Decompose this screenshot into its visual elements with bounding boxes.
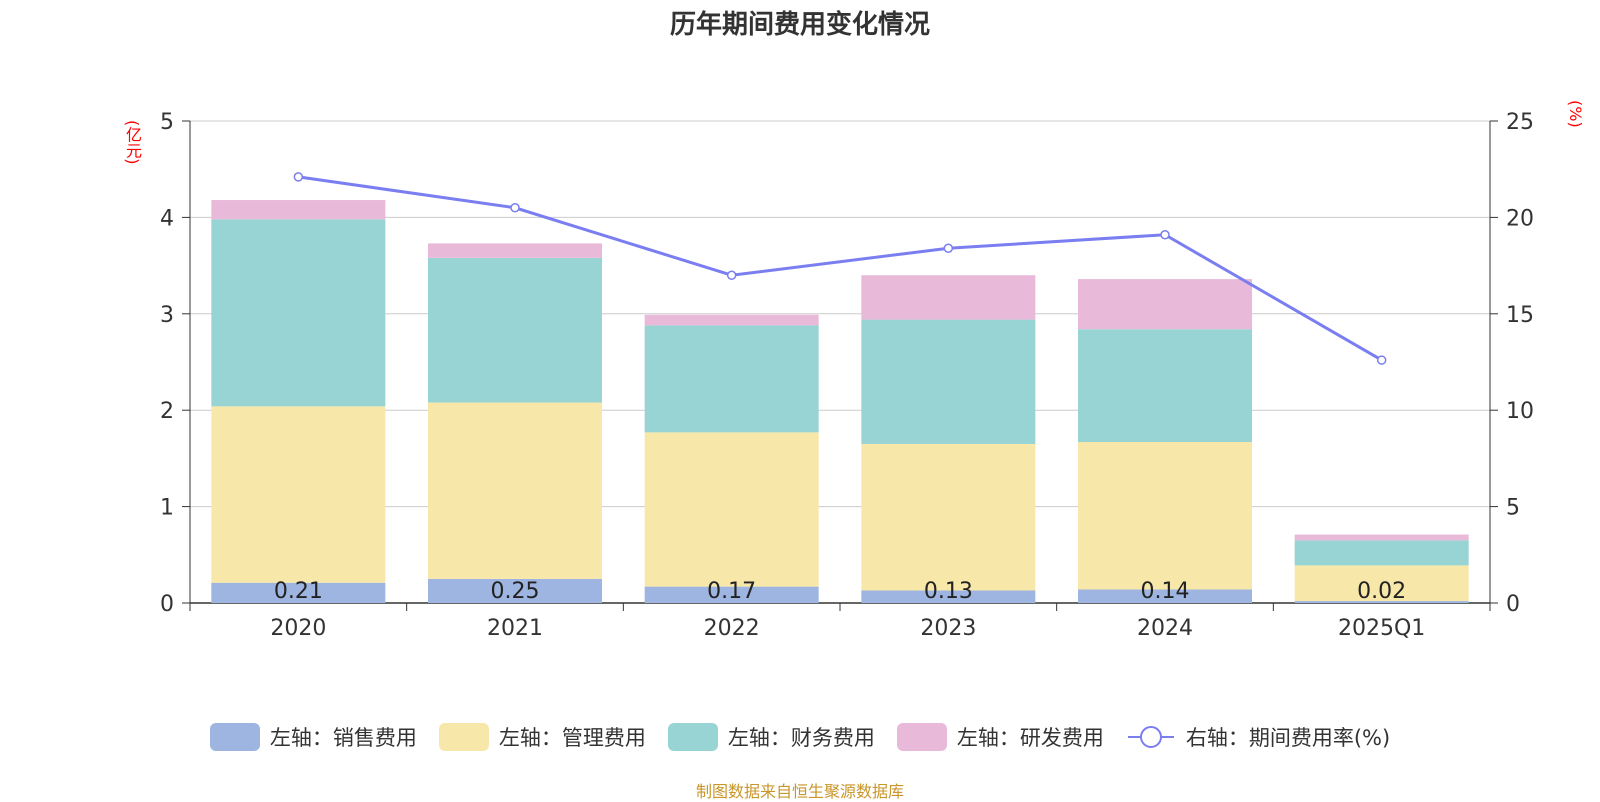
bar-segment — [861, 443, 1036, 591]
bar-segment — [1294, 534, 1469, 541]
legend-item-sales[interactable]: 左轴：销售费用 — [209, 722, 417, 752]
legend-item-admin[interactable]: 左轴：管理费用 — [438, 722, 646, 752]
legend-line-marker-icon — [1127, 726, 1174, 748]
bar-data-label: 0.25 — [491, 579, 540, 604]
legend-label-finance: 左轴：财务费用 — [727, 726, 875, 750]
bar-segment — [428, 578, 602, 603]
bar-segment — [211, 219, 386, 407]
bar-segment — [1078, 279, 1252, 330]
x-axis-tick-label: 2025Q1 — [1338, 616, 1425, 641]
bar-segment — [1078, 329, 1252, 443]
expense-ratio-point — [1376, 355, 1387, 365]
left-axis-tick-label: 4 — [160, 206, 174, 231]
x-axis-tick-label: 2024 — [1137, 616, 1193, 641]
legend-label-rd: 左轴：研发费用 — [956, 726, 1104, 750]
legend-item-rd[interactable]: 左轴：研发费用 — [896, 722, 1104, 752]
expense-ratio-point — [726, 270, 737, 280]
left-axis-tick-label: 3 — [160, 303, 174, 328]
right-axis-unit: (%) — [1566, 100, 1585, 128]
legend-label-admin: 左轴：管理费用 — [498, 726, 646, 750]
expense-ratio-point — [1160, 230, 1170, 240]
bar-segment — [1294, 565, 1469, 602]
bar-segment — [644, 432, 819, 587]
data-source-note: 制图数据来自恒生聚源数据库 — [695, 782, 904, 801]
expense-ratio-point — [293, 172, 304, 182]
bar-segment — [1294, 540, 1469, 566]
bar-segment — [428, 257, 602, 403]
left-axis-tick-label: 0 — [160, 592, 174, 617]
right-axis-tick-label: 15 — [1506, 303, 1534, 328]
legend-label-sales: 左轴：销售费用 — [269, 726, 417, 750]
expense-ratio-line — [298, 175, 1383, 362]
legend-item-expense-ratio[interactable]: 右轴：期间费用率(%) — [1126, 722, 1390, 752]
bar-segment — [211, 406, 386, 583]
bar-segment — [428, 243, 602, 258]
left-axis-tick-label: 1 — [160, 496, 174, 521]
bar-data-label: 0.13 — [924, 579, 973, 604]
legend-item-finance[interactable]: 左轴：财务费用 — [667, 722, 875, 752]
chart-title: 历年期间费用变化情况 — [669, 10, 930, 40]
left-axis-unit: (亿元) — [123, 120, 142, 165]
x-axis-tick-label: 2020 — [270, 616, 326, 641]
bar-segment — [644, 314, 819, 326]
legend: 左轴：销售费用 左轴：管理费用 左轴：财务费用 左轴：研发费用 右轴：期间费用率… — [0, 722, 1600, 752]
left-axis-tick-label: 5 — [160, 110, 174, 135]
left-axis-tick-label: 2 — [160, 399, 174, 424]
bar-segment — [644, 325, 819, 433]
right-axis-tick-label: 20 — [1506, 206, 1534, 231]
bar-segment — [1294, 601, 1469, 603]
bar-data-label: 0.14 — [1141, 579, 1190, 604]
bar-segment — [428, 402, 602, 579]
bar-segment — [861, 319, 1036, 444]
x-axis-tick-label: 2021 — [487, 616, 543, 641]
right-axis-tick-label: 25 — [1506, 110, 1534, 135]
legend-label-expense-ratio: 右轴：期间费用率(%) — [1185, 726, 1391, 750]
legend-swatch-finance — [667, 723, 718, 751]
legend-swatch-rd — [896, 723, 947, 751]
right-axis-tick-label: 5 — [1506, 496, 1520, 521]
bar-data-label: 0.21 — [274, 579, 323, 604]
right-axis-tick-label: 0 — [1506, 592, 1520, 617]
bar-segment — [1078, 589, 1252, 603]
right-axis-tick-label: 10 — [1506, 399, 1534, 424]
bar-segment — [211, 200, 386, 220]
bar-segment — [211, 582, 386, 603]
bar-data-label: 0.02 — [1357, 579, 1406, 604]
bar-segment — [644, 586, 819, 603]
expense-ratio-point — [943, 243, 954, 253]
legend-swatch-sales — [209, 723, 260, 751]
x-axis-tick-label: 2022 — [704, 616, 760, 641]
bar-segment — [861, 275, 1036, 320]
expense-ratio-point — [510, 203, 520, 213]
x-axis-tick-label: 2023 — [920, 616, 976, 641]
bar-segment — [1078, 442, 1252, 590]
legend-swatch-admin — [438, 723, 489, 751]
bar-data-label: 0.17 — [707, 579, 756, 604]
bar-segment — [861, 590, 1036, 603]
